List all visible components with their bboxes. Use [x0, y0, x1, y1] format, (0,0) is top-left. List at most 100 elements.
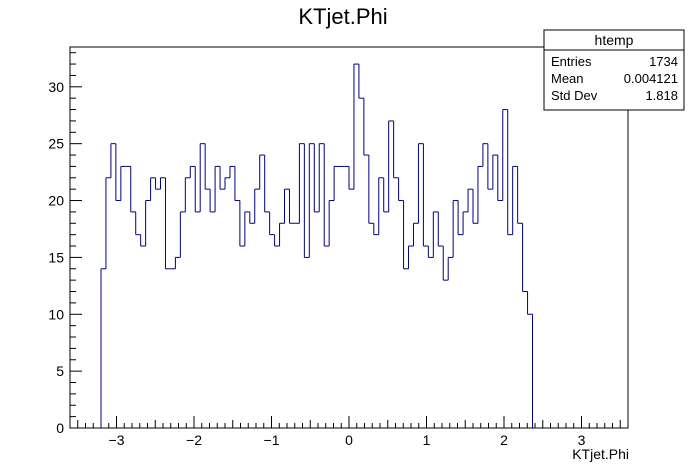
histogram-bin — [363, 98, 369, 156]
histogram-bin — [368, 155, 374, 224]
stats-box: htemp Entries 1734 Mean 0.004121 Std Dev… — [543, 29, 685, 111]
histogram-bin — [288, 189, 295, 224]
histogram-bin — [323, 143, 330, 247]
histogram-bin — [284, 188, 290, 224]
y-tick-label: 0 — [56, 420, 64, 436]
histogram-bin — [432, 211, 439, 258]
histogram-bin — [487, 143, 493, 190]
histogram-bin — [254, 188, 260, 224]
histogram-bin — [417, 143, 424, 224]
histogram-bin — [378, 177, 384, 235]
histogram-bin — [532, 314, 538, 429]
histogram-bin — [115, 143, 121, 202]
histogram-bin — [358, 64, 364, 99]
histogram-bin — [234, 166, 240, 202]
histogram-bin — [249, 211, 255, 224]
y-tick-label: 5 — [56, 363, 64, 379]
histogram-bin — [204, 143, 211, 190]
histogram-bin — [150, 177, 156, 201]
x-tick-label: 0 — [345, 432, 353, 448]
x-axis-label: KTjet.Phi — [572, 446, 629, 462]
histogram-bin — [408, 245, 414, 269]
histogram-bin — [373, 223, 379, 236]
stats-mean-value: 0.004121 — [624, 71, 678, 86]
histogram-bin — [398, 177, 404, 202]
stats-entries-label: Entries — [551, 54, 592, 69]
histogram-bin — [135, 211, 141, 236]
histogram-bin — [155, 177, 161, 190]
histogram-bin — [328, 200, 335, 247]
histogram-bin — [313, 143, 320, 213]
histogram-bin — [100, 268, 106, 428]
histogram-bin — [477, 165, 483, 224]
histogram-bin — [298, 143, 305, 224]
y-tick-label: 15 — [48, 249, 64, 265]
histogram-bin — [308, 143, 315, 258]
histogram-bin — [442, 246, 449, 281]
histogram-bin — [259, 154, 265, 190]
histogram-bin — [105, 177, 111, 269]
histogram-bin — [383, 177, 389, 213]
histogram-bin — [527, 291, 533, 315]
y-axis: 0 5 10 15 20 25 30 — [48, 52, 82, 436]
histogram-bin — [522, 223, 528, 293]
histogram-bin — [209, 189, 216, 213]
histogram-bin — [110, 143, 116, 178]
histogram-bin — [224, 177, 230, 190]
x-tick-label: −1 — [264, 432, 280, 448]
x-tick-label: 2 — [500, 432, 508, 448]
stats-stddev-label: Std Dev — [551, 88, 598, 103]
histogram-bin — [427, 246, 434, 258]
histogram-bin — [348, 166, 354, 190]
histogram-bin — [462, 211, 469, 235]
histogram-bin — [269, 211, 275, 236]
x-tick-label: 3 — [578, 432, 586, 448]
histogram-bin — [145, 200, 151, 247]
stats-stddev-value: 1.818 — [645, 88, 678, 103]
histogram-bin — [160, 177, 166, 190]
x-tick-label: −3 — [109, 432, 125, 448]
histogram-bin — [497, 155, 503, 202]
stats-title: htemp — [595, 32, 634, 48]
histogram-bin — [333, 165, 340, 201]
histogram-bin — [482, 143, 488, 167]
histogram-bin — [279, 222, 285, 247]
histogram-bin — [412, 222, 419, 247]
histogram-bin — [388, 120, 394, 212]
histogram-bin — [214, 165, 221, 212]
histogram-bin — [130, 166, 136, 213]
histogram-bin — [318, 143, 325, 212]
histogram-bin — [507, 109, 513, 236]
histogram-bin — [229, 165, 235, 178]
histogram-bin — [194, 166, 201, 213]
histogram-bin — [512, 165, 518, 235]
histogram-bin — [199, 143, 206, 212]
histogram-bin — [422, 143, 429, 247]
histogram-bin — [472, 189, 478, 224]
histogram-bin — [303, 143, 310, 258]
histogram-bin — [467, 188, 473, 212]
histogram-bin — [189, 165, 196, 178]
histogram-bin — [492, 154, 498, 190]
y-tick-label: 10 — [48, 306, 64, 322]
histogram-bin — [120, 165, 126, 201]
histogram-bin — [452, 200, 459, 258]
x-tick-label: −2 — [186, 432, 202, 448]
histogram-bin — [179, 211, 186, 258]
histogram-bin — [403, 200, 409, 270]
x-tick-label: 1 — [423, 432, 431, 448]
histogram-bin — [219, 166, 225, 190]
x-axis: −3 −2 −1 0 1 2 3 — [77, 416, 621, 448]
histogram-bin — [517, 166, 523, 224]
histogram-bin — [140, 234, 146, 247]
histogram-bin — [239, 200, 245, 247]
histogram-bin — [164, 177, 171, 270]
histogram-bin — [244, 211, 250, 247]
histogram-bin — [393, 120, 399, 179]
histogram-bin — [502, 109, 508, 201]
histogram-bin — [353, 63, 359, 190]
chart-title: KTjet.Phi — [298, 4, 387, 29]
stats-entries-value: 1734 — [649, 54, 678, 69]
histogram-bin — [447, 256, 454, 281]
